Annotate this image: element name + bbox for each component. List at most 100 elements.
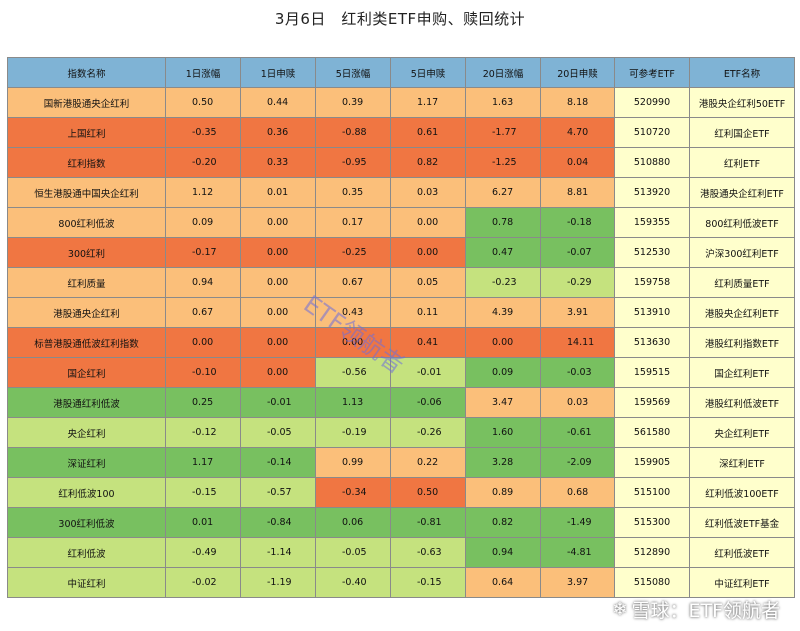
- etf-code-cell: 513920: [614, 177, 690, 208]
- value-cell: -0.17: [165, 237, 241, 268]
- etf-code-cell: 515080: [614, 567, 690, 598]
- table-row: 港股通红利低波 0.25 -0.01 1.13 -0.06 3.47 0.03 159569 港…: [7, 387, 795, 418]
- table-row: 深证红利 1.17 -0.14 0.99 0.22 3.28 -2.09 159905 深红利E…: [7, 447, 795, 478]
- value-cell: -0.05: [315, 537, 391, 568]
- value-cell: 0.50: [390, 477, 466, 508]
- index-name-cell: 中证红利: [7, 567, 166, 598]
- value-cell: 0.36: [240, 117, 316, 148]
- index-name-cell: 800红利低波: [7, 207, 166, 238]
- etf-code-cell: 513910: [614, 297, 690, 328]
- value-cell: -0.03: [540, 357, 615, 388]
- value-cell: -1.25: [465, 147, 541, 178]
- value-cell: 0.00: [240, 207, 316, 238]
- table-row: 红利指数 -0.20 0.33 -0.95 0.82 -1.25 0.04 510880 红利E…: [7, 147, 795, 178]
- value-cell: 0.00: [465, 327, 541, 358]
- etf-code-cell: 159905: [614, 447, 690, 478]
- etf-name-cell: 央企红利ETF: [689, 417, 795, 448]
- value-cell: 0.43: [315, 297, 391, 328]
- etf-code-cell: 510880: [614, 147, 690, 178]
- value-cell: 0.82: [465, 507, 541, 538]
- value-cell: 0.05: [390, 267, 466, 298]
- table-header-row: 指数名称 1日涨幅 1日申赎 5日涨幅 5日申赎 20日涨幅 20日申赎 可参考ETF ETF名…: [7, 57, 795, 88]
- etf-code-cell: 159515: [614, 357, 690, 388]
- value-cell: 0.00: [240, 297, 316, 328]
- value-cell: 0.00: [240, 267, 316, 298]
- value-cell: 0.22: [390, 447, 466, 478]
- value-cell: 0.00: [390, 207, 466, 238]
- column-header: 5日涨幅: [315, 57, 391, 88]
- value-cell: 0.03: [540, 387, 615, 418]
- value-cell: 4.39: [465, 297, 541, 328]
- etf-name-cell: 红利低波ETF: [689, 537, 795, 568]
- table-row: 红利质量 0.94 0.00 0.67 0.05 -0.23 -0.29 159758 红利质量…: [7, 267, 795, 298]
- value-cell: 1.12: [165, 177, 241, 208]
- value-cell: 0.09: [465, 357, 541, 388]
- table-row: 上国红利 -0.35 0.36 -0.88 0.61 -1.77 4.70 510720 红利国…: [7, 117, 795, 148]
- value-cell: -0.07: [540, 237, 615, 268]
- etf-code-cell: 515100: [614, 477, 690, 508]
- column-header: 指数名称: [7, 57, 166, 88]
- value-cell: 0.00: [240, 327, 316, 358]
- value-cell: 0.67: [165, 297, 241, 328]
- table-row: 国企红利 -0.10 0.00 -0.56 -0.01 0.09 -0.03 159515 国企…: [7, 357, 795, 388]
- etf-name-cell: 红利ETF: [689, 147, 795, 178]
- column-header: 20日申赎: [540, 57, 615, 88]
- value-cell: -0.18: [540, 207, 615, 238]
- value-cell: 3.28: [465, 447, 541, 478]
- etf-code-cell: 159355: [614, 207, 690, 238]
- value-cell: 0.94: [465, 537, 541, 568]
- column-header: 1日涨幅: [165, 57, 241, 88]
- etf-code-cell: 512530: [614, 237, 690, 268]
- value-cell: 0.06: [315, 507, 391, 538]
- column-header: 20日涨幅: [465, 57, 541, 88]
- index-name-cell: 港股通央企红利: [7, 297, 166, 328]
- value-cell: -0.81: [390, 507, 466, 538]
- value-cell: 0.00: [165, 327, 241, 358]
- value-cell: 0.41: [390, 327, 466, 358]
- index-name-cell: 标普港股通低波红利指数: [7, 327, 166, 358]
- value-cell: 1.60: [465, 417, 541, 448]
- footer-brand: ❄ 雪球：ETF领航者: [612, 596, 780, 623]
- index-name-cell: 红利质量: [7, 267, 166, 298]
- value-cell: 0.44: [240, 87, 316, 118]
- value-cell: -0.61: [540, 417, 615, 448]
- etf-code-cell: 561580: [614, 417, 690, 448]
- value-cell: 0.09: [165, 207, 241, 238]
- snowball-logo-icon: ❄: [612, 599, 628, 620]
- value-cell: -0.01: [240, 387, 316, 418]
- index-name-cell: 红利低波100: [7, 477, 166, 508]
- value-cell: 0.68: [540, 477, 615, 508]
- value-cell: 0.39: [315, 87, 391, 118]
- etf-name-cell: 港股央企红利50ETF: [689, 87, 795, 118]
- value-cell: 3.47: [465, 387, 541, 418]
- value-cell: -0.63: [390, 537, 466, 568]
- etf-code-cell: 520990: [614, 87, 690, 118]
- etf-name-cell: 港股红利低波ETF: [689, 387, 795, 418]
- value-cell: -0.25: [315, 237, 391, 268]
- value-cell: -0.14: [240, 447, 316, 478]
- etf-name-cell: 中证红利ETF: [689, 567, 795, 598]
- value-cell: 0.01: [240, 177, 316, 208]
- value-cell: -0.05: [240, 417, 316, 448]
- value-cell: -1.77: [465, 117, 541, 148]
- value-cell: -0.35: [165, 117, 241, 148]
- value-cell: -0.29: [540, 267, 615, 298]
- index-name-cell: 上国红利: [7, 117, 166, 148]
- etf-name-cell: 国企红利ETF: [689, 357, 795, 388]
- value-cell: -0.15: [390, 567, 466, 598]
- value-cell: -1.19: [240, 567, 316, 598]
- value-cell: 0.01: [165, 507, 241, 538]
- value-cell: -0.23: [465, 267, 541, 298]
- index-name-cell: 国新港股通央企红利: [7, 87, 166, 118]
- value-cell: 0.35: [315, 177, 391, 208]
- footer-text: 雪球：ETF领航者: [631, 600, 780, 622]
- value-cell: 0.00: [240, 357, 316, 388]
- table-row: 央企红利 -0.12 -0.05 -0.19 -0.26 1.60 -0.61 561580 央…: [7, 417, 795, 448]
- value-cell: -0.26: [390, 417, 466, 448]
- column-header: ETF名称: [689, 57, 795, 88]
- page-title: 3月6日 红利类ETF申购、赎回统计: [274, 10, 526, 28]
- value-cell: 0.47: [465, 237, 541, 268]
- value-cell: 0.00: [240, 237, 316, 268]
- value-cell: 0.17: [315, 207, 391, 238]
- etf-code-cell: 515300: [614, 507, 690, 538]
